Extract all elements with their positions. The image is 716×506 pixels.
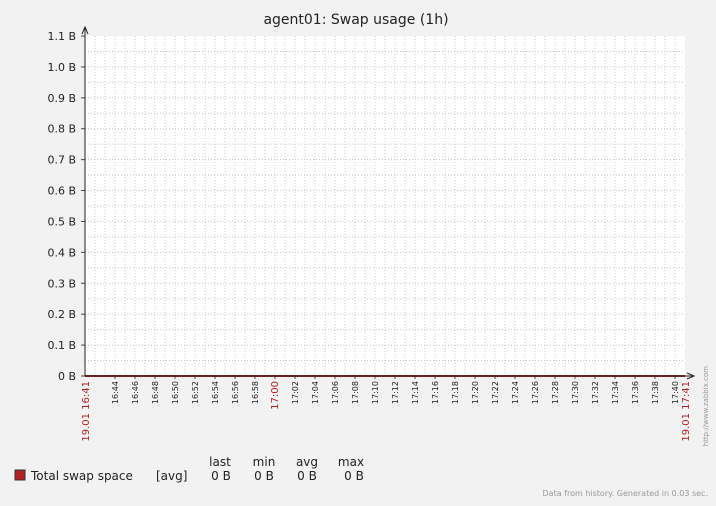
x-tick-label: 16:50 <box>171 381 180 404</box>
x-tick-label: 17:32 <box>591 381 600 404</box>
x-tick-label: 17:22 <box>491 381 500 404</box>
x-tick-label: 17:04 <box>311 381 320 404</box>
footer-note: Data from history. Generated in 0.03 sec… <box>543 489 708 498</box>
x-tick-label: 17:38 <box>651 381 660 404</box>
legend-value-min: 0 B <box>254 469 274 483</box>
x-tick-label: 17:28 <box>551 381 560 404</box>
x-tick-label: 17:24 <box>511 381 520 404</box>
legend-header-min: min <box>253 455 276 469</box>
x-axis-labels: 16:44 16:46 16:48 16:50 16:52 16:54 16:56 16:58… <box>81 381 692 442</box>
side-watermark: http://www.zabbix.com <box>702 366 710 446</box>
x-end-label: 19.01 17:41 <box>681 381 692 442</box>
y-tick-label: 0 B <box>58 370 76 383</box>
legend-value-max: 0 B <box>344 469 364 483</box>
x-tick-label: 16:46 <box>131 381 140 404</box>
x-tick-label: 16:48 <box>151 381 160 404</box>
x-tick-label: 17:08 <box>351 381 360 404</box>
x-tick-label: 16:58 <box>251 381 260 404</box>
y-tick-label: 0.7 B <box>47 154 76 167</box>
legend: last min avg max Total swap space [avg] … <box>14 455 364 483</box>
y-tick-label: 1.0 B <box>47 61 76 74</box>
x-start-label: 19.01 16:41 <box>81 381 92 442</box>
x-tick-label: 17:40 <box>671 381 680 404</box>
y-tick-label: 0.3 B <box>47 277 76 290</box>
chart-title: agent01: Swap usage (1h) <box>263 12 448 28</box>
grid <box>85 36 685 376</box>
x-tick-label: 17:16 <box>431 381 440 404</box>
x-tick-label: 16:44 <box>111 381 120 404</box>
legend-series-agg: [avg] <box>156 469 187 483</box>
legend-header-max: max <box>338 455 364 469</box>
y-axis-labels: 0 B 0.1 B 0.2 B 0.3 B 0.4 B 0.5 B 0.6 B 0.7 B 0.… <box>47 30 76 383</box>
legend-swatch <box>14 469 26 481</box>
legend-value-last: 0 B <box>211 469 231 483</box>
x-tick-label: 17:30 <box>571 381 580 404</box>
legend-value-avg: 0 B <box>297 469 317 483</box>
legend-header-last: last <box>209 455 231 469</box>
x-tick-label: 17:26 <box>531 381 540 404</box>
x-tick-label: 16:56 <box>231 381 240 404</box>
x-axis-arrow <box>686 372 696 380</box>
x-tick-label: 17:06 <box>331 381 340 404</box>
legend-series-name: Total swap space <box>30 469 133 483</box>
y-tick-label: 1.1 B <box>47 30 76 43</box>
y-tick-label: 0.1 B <box>47 339 76 352</box>
y-axis-arrow <box>81 25 89 35</box>
x-tick-label: 17:36 <box>631 381 640 404</box>
x-tick-label: 17:02 <box>291 381 300 404</box>
x-tick-label: 17:34 <box>611 381 620 404</box>
x-tick-label: 17:12 <box>391 381 400 404</box>
x-tick-label: 17:10 <box>371 381 380 404</box>
x-tick-label: 17:14 <box>411 381 420 404</box>
x-tick-label: 17:18 <box>451 381 460 404</box>
y-tick-label: 0.8 B <box>47 123 76 136</box>
y-tick-label: 0.2 B <box>47 308 76 321</box>
y-tick-label: 0.9 B <box>47 92 76 105</box>
x-tick-label: 17:00 <box>270 381 281 410</box>
x-tick-label: 16:54 <box>211 381 220 404</box>
y-tick-label: 0.5 B <box>47 215 76 228</box>
y-tick-label: 0.6 B <box>47 185 76 198</box>
legend-header-avg: avg <box>296 455 318 469</box>
x-tick-label: 16:52 <box>191 381 200 404</box>
y-tick-label: 0.4 B <box>47 246 76 259</box>
axes <box>81 25 696 380</box>
x-tick-label: 17:20 <box>471 381 480 404</box>
